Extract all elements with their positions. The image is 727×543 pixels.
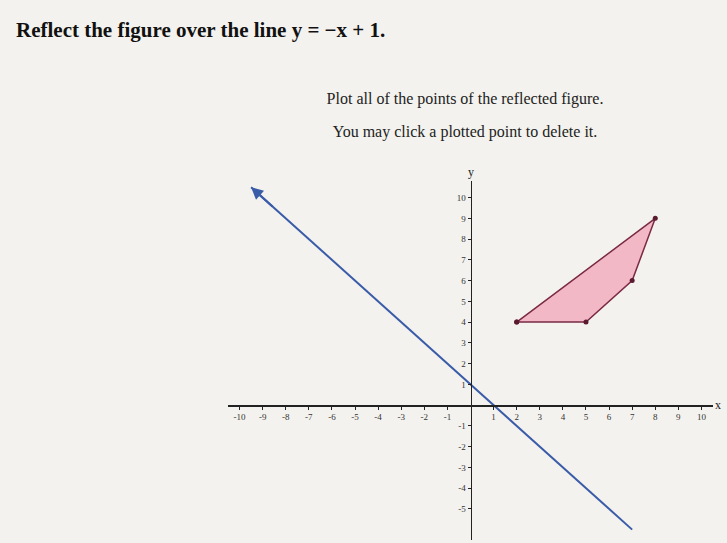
svg-text:-5: -5 <box>458 504 466 514</box>
html-text:You may click a plotted point: You may click a plotted point to delete … <box>332 123 598 140</box>
svg-text:-3: -3 <box>397 412 405 422</box>
svg-text:5: 5 <box>461 297 466 307</box>
svg-text:6: 6 <box>461 276 466 286</box>
svg-text:7: 7 <box>461 255 466 265</box>
svg-text:-6: -6 <box>328 412 336 422</box>
svg-text:-4: -4 <box>374 412 382 422</box>
svg-text:-8: -8 <box>282 412 290 422</box>
svg-text:1: 1 <box>461 380 466 390</box>
svg-text:-1: -1 <box>444 412 452 422</box>
svg-text:9: 9 <box>676 412 681 422</box>
svg-text:-9: -9 <box>259 412 267 422</box>
svg-text:7: 7 <box>630 412 635 422</box>
svg-text:-5: -5 <box>351 412 359 422</box>
svg-text:8: 8 <box>653 412 658 422</box>
svg-text:-10: -10 <box>234 412 246 422</box>
svg-text:1: 1 <box>491 412 496 422</box>
html-text:Reflect the figure over the li: Reflect the figure over the line y = −x … <box>16 18 386 42</box>
svg-text:-3: -3 <box>458 463 466 473</box>
svg-text:3: 3 <box>538 412 543 422</box>
svg-text:y: y <box>468 165 474 179</box>
svg-text:-1: -1 <box>458 421 466 431</box>
svg-text:10: 10 <box>697 412 707 422</box>
svg-text:4: 4 <box>461 317 466 327</box>
svg-text:3: 3 <box>461 338 466 348</box>
html-text:Plot all of the points of the: Plot all of the points of the reflected … <box>326 90 604 107</box>
svg-text:5: 5 <box>584 412 589 422</box>
svg-text:x: x <box>715 398 721 412</box>
svg-text:9: 9 <box>461 214 466 224</box>
svg-text:-2: -2 <box>421 412 429 422</box>
svg-text:8: 8 <box>461 234 466 244</box>
svg-text:2: 2 <box>461 359 466 369</box>
svg-text:-4: -4 <box>458 483 466 493</box>
svg-text:10: 10 <box>457 193 467 203</box>
svg-text:2: 2 <box>514 412 519 422</box>
svg-text:-2: -2 <box>458 442 466 452</box>
svg-text:6: 6 <box>607 412 612 422</box>
svg-text:-7: -7 <box>305 412 313 422</box>
svg-text:4: 4 <box>561 412 566 422</box>
